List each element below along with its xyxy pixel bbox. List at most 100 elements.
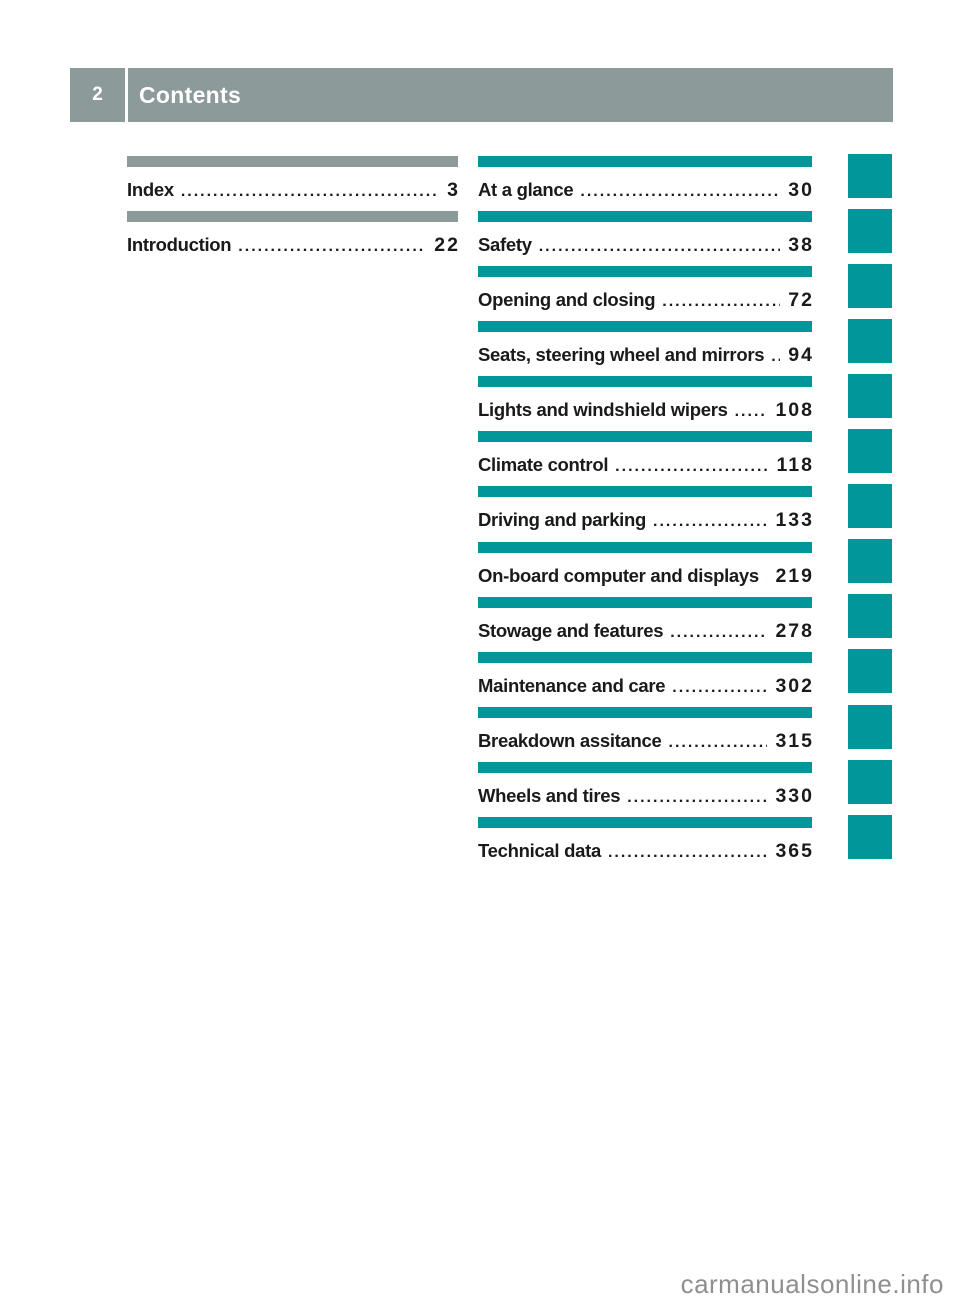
dot-leader: ........................................… [615, 458, 768, 476]
toc-entry[interactable]: Introduction ...........................… [127, 211, 458, 266]
section-divider-bar [478, 266, 812, 278]
section-divider-bar [478, 816, 812, 828]
toc-entry-page-number: 315 [775, 729, 814, 752]
section-divider-bar [478, 211, 812, 223]
toc-entry-page-number: 133 [775, 509, 814, 532]
toc-entry-line: Seats, steering wheel and mirrors ......… [478, 344, 812, 367]
toc-entry[interactable]: Opening and closing ....................… [478, 266, 812, 321]
toc-entry-page-number: 94 [788, 344, 814, 367]
toc-entry-title: Index [127, 179, 174, 200]
toc-entry-line: Lights and windshield wipers ...........… [478, 399, 812, 422]
chapter-side-tab [848, 264, 892, 309]
toc-entry[interactable]: Technical data .........................… [478, 816, 812, 872]
toc-entry[interactable]: Breakdown assitance ....................… [478, 706, 812, 762]
chapter-side-tab [848, 374, 892, 419]
toc-entry-title: At a glance [478, 179, 574, 200]
section-divider-bar [478, 376, 812, 388]
toc-entry[interactable]: Wheels and tires .......................… [478, 761, 814, 817]
toc-entry-title: Maintenance and care [478, 674, 666, 696]
section-divider-bar [478, 321, 812, 333]
chapter-side-tab [848, 814, 892, 859]
section-divider-bar [478, 156, 812, 167]
toc-entry-title: Opening and closing [478, 289, 656, 311]
dot-leader: ........................................… [653, 513, 767, 531]
dot-leader: ........................................… [627, 788, 767, 806]
toc-entry-line: Climate control ........................… [478, 454, 812, 477]
toc-entry-title: Safety [478, 234, 532, 256]
toc-entry-page-number: 278 [775, 619, 814, 642]
toc-column-right: At a glance ............................… [478, 156, 812, 872]
toc-entry-page-number: 38 [788, 234, 814, 257]
section-divider-bar [127, 156, 458, 167]
toc-entry-title: Introduction [127, 234, 232, 256]
chapter-side-tab [848, 319, 892, 364]
dot-leader: ........................................… [580, 183, 781, 200]
watermark: carmanualsonline.info [680, 1269, 944, 1299]
toc-entry[interactable]: Seats, steering wheel and mirrors ......… [478, 321, 812, 376]
toc-entry-title: Driving and parking [478, 509, 647, 531]
toc-entry-line: Breakdown assitance ....................… [478, 730, 812, 753]
section-divider-bar [478, 541, 812, 553]
chapter-side-tab [848, 154, 892, 198]
toc-entry-line: Driving and parking ....................… [478, 509, 812, 532]
toc-entry-line: Safety .................................… [478, 234, 812, 257]
dot-leader: ........................................… [766, 569, 768, 587]
toc-entry-title: Breakdown assitance [478, 729, 662, 751]
toc-entry-page-number: 3 [447, 179, 460, 201]
chapter-side-tab [848, 594, 892, 639]
section-divider-bar [478, 596, 812, 608]
section-divider-bar [478, 761, 812, 773]
toc-entry-line: Stowage and features ...................… [478, 620, 812, 643]
toc-entry-title: Seats, steering wheel and mirrors [478, 344, 765, 366]
toc-entry-title: Stowage and features [478, 619, 664, 641]
chapter-side-tab [848, 429, 892, 474]
chapter-side-tab [848, 539, 892, 584]
section-divider-bar [478, 651, 812, 663]
toc-entry-line: Introduction ...........................… [127, 234, 458, 257]
page-number-box: 2 [70, 68, 125, 122]
dot-leader: ........................................… [538, 238, 781, 256]
toc-entry-line: Technical data .........................… [478, 840, 812, 863]
toc-entry-line: Maintenance and care ...................… [478, 675, 812, 698]
toc-entry-title: On-board computer and displays [478, 564, 759, 586]
toc-entry-page-number: 330 [775, 784, 814, 807]
toc-entry[interactable]: Climate control ........................… [478, 431, 812, 486]
toc-entry[interactable]: Safety .................................… [478, 211, 812, 266]
dot-leader: ........................................… [180, 183, 439, 200]
toc-entry[interactable]: Index ..................................… [127, 156, 458, 211]
page-header: 2 Contents [70, 68, 893, 122]
toc-entry-line: At a glance ............................… [478, 179, 812, 202]
section-divider-bar [478, 706, 812, 718]
toc-entry[interactable]: Stowage and features ...................… [478, 596, 812, 652]
toc-entry-page-number: 118 [776, 454, 814, 477]
toc-entry[interactable]: On-board computer and displays .........… [478, 541, 812, 597]
toc-entry-page-number: 30 [788, 179, 814, 201]
toc-entry-page-number: 108 [775, 399, 814, 422]
dot-leader: ........................................… [670, 623, 767, 641]
toc-entry-page-number: 219 [775, 564, 814, 587]
toc-entry-title: Wheels and tires [478, 784, 621, 806]
toc-entry[interactable]: At a glance ............................… [478, 156, 812, 211]
section-divider-bar [127, 211, 458, 223]
toc-entry-title: Lights and windshield wipers [478, 399, 728, 421]
dot-leader: ........................................… [734, 403, 768, 421]
toc-entry[interactable]: Driving and parking ....................… [478, 486, 812, 541]
chapter-side-tab [848, 759, 892, 804]
toc-entry[interactable]: Lights and windshield wipers ...........… [478, 376, 812, 431]
chapter-side-tab [848, 704, 892, 749]
dot-leader: ........................................… [672, 678, 768, 696]
chapter-side-tab [848, 484, 892, 529]
chapter-side-tab [848, 649, 892, 694]
section-divider-bar [478, 486, 812, 498]
dot-leader: ........................................… [771, 348, 780, 366]
toc-entry[interactable]: Maintenance and care ...................… [478, 651, 812, 707]
toc-entry-line: On-board computer and displays .........… [478, 565, 812, 588]
dot-leader: ........................................… [668, 733, 768, 751]
chapter-side-tab [848, 209, 892, 254]
toc-entry-page-number: 365 [775, 839, 814, 862]
dot-leader: ........................................… [607, 843, 768, 861]
toc-entry-title: Climate control [478, 454, 609, 476]
dot-leader: ........................................… [238, 238, 427, 256]
toc-entry-line: Opening and closing ....................… [478, 289, 812, 312]
